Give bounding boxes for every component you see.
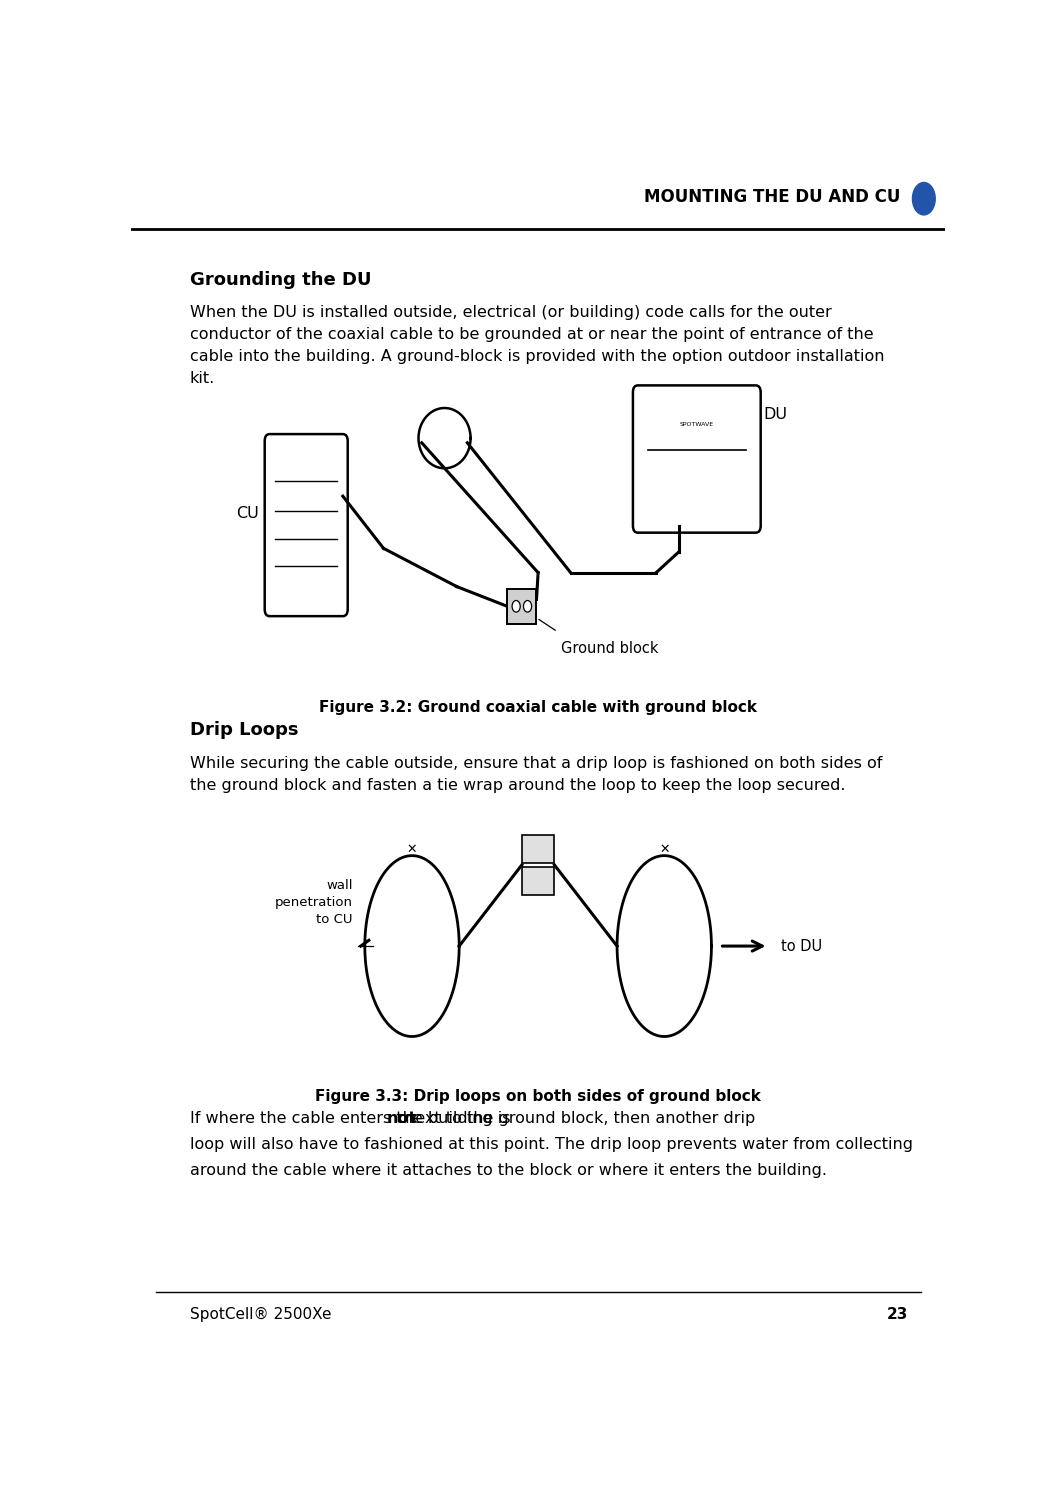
FancyBboxPatch shape — [265, 434, 348, 616]
Bar — [522, 867, 554, 895]
Text: ✕: ✕ — [659, 843, 670, 857]
Bar — [522, 834, 554, 863]
FancyBboxPatch shape — [633, 386, 760, 533]
Text: wall
penetration
to CU: wall penetration to CU — [275, 878, 353, 926]
Text: loop will also have to fashioned at this point. The drip loop prevents water fro: loop will also have to fashioned at this… — [190, 1137, 912, 1152]
Bar — [507, 589, 537, 623]
Text: ✕: ✕ — [406, 843, 417, 857]
Text: Figure 3.2: Ground coaxial cable with ground block: Figure 3.2: Ground coaxial cable with gr… — [319, 700, 757, 715]
Text: Ground block: Ground block — [561, 642, 658, 657]
Text: When the DU is installed outside, electrical (or building) code calls for the ou: When the DU is installed outside, electr… — [190, 304, 884, 387]
Text: around the cable where it attaches to the block or where it enters the building.: around the cable where it attaches to th… — [190, 1163, 826, 1178]
Circle shape — [524, 601, 531, 611]
Text: MOUNTING THE DU AND CU: MOUNTING THE DU AND CU — [644, 188, 900, 206]
Text: CU: CU — [236, 506, 259, 521]
Circle shape — [921, 194, 927, 203]
Text: Figure 3.3: Drip loops on both sides of ground block: Figure 3.3: Drip loops on both sides of … — [315, 1089, 761, 1104]
Text: If where the cable enters the building is: If where the cable enters the building i… — [190, 1111, 516, 1126]
Circle shape — [918, 191, 929, 206]
Circle shape — [512, 601, 520, 611]
Text: 23: 23 — [887, 1307, 908, 1322]
Text: DU: DU — [763, 408, 788, 423]
Text: not: not — [386, 1111, 417, 1126]
Text: to DU: to DU — [780, 938, 822, 953]
Text: next to the ground block, then another drip: next to the ground block, then another d… — [400, 1111, 756, 1126]
Text: Grounding the DU: Grounding the DU — [190, 271, 372, 289]
Text: SpotCell® 2500Xe: SpotCell® 2500Xe — [190, 1307, 332, 1322]
Circle shape — [912, 182, 936, 215]
Circle shape — [915, 185, 932, 211]
Text: SPOTWAVE: SPOTWAVE — [679, 422, 714, 426]
Text: Drip Loops: Drip Loops — [190, 721, 298, 739]
Text: While securing the cable outside, ensure that a drip loop is fashioned on both s: While securing the cable outside, ensure… — [190, 756, 882, 794]
